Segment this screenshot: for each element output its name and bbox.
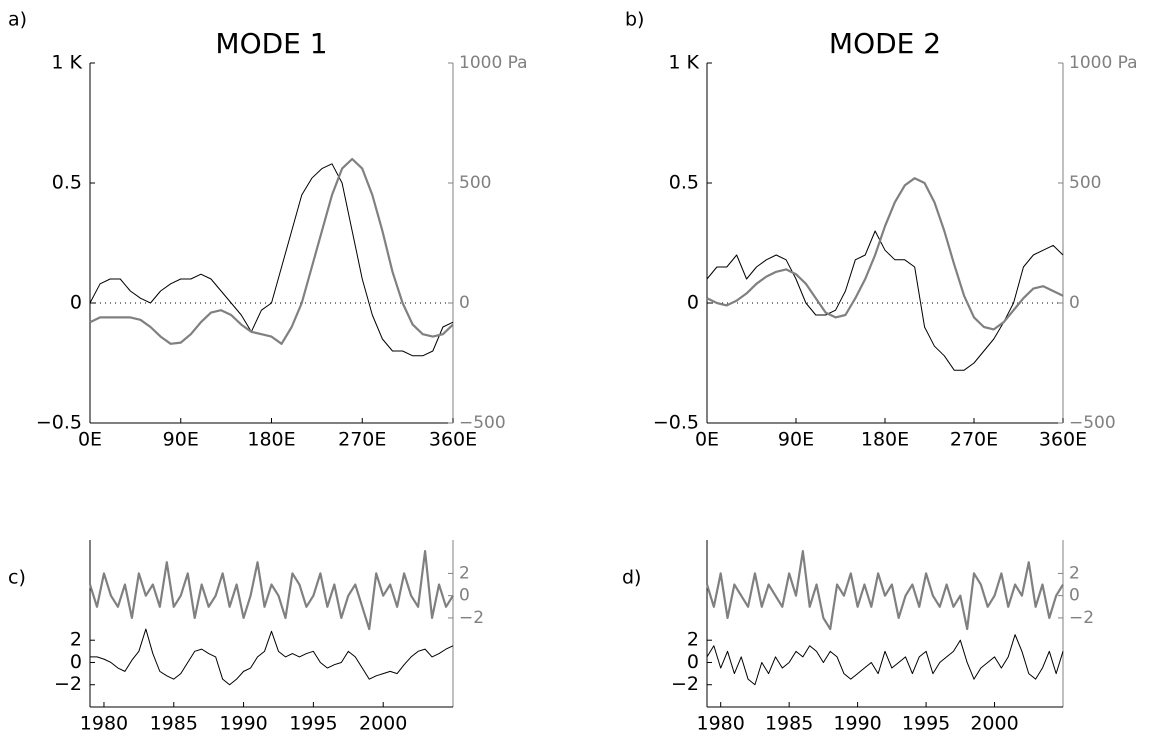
panel-label: c) [8,567,26,589]
series-line [88,550,454,631]
x-tick-label: 1990 [219,713,267,735]
y2-tick-label: 0 [1069,293,1080,313]
series-line [90,628,454,686]
y-tick-label: 0 [70,292,82,314]
y2-tick-label: 2 [459,563,470,583]
y2-tick-label: −500 [459,413,506,433]
y2-tick-label: 1000 Pa [459,53,528,73]
x-tick-label: 90E [778,429,814,451]
x-tick-label: 90E [163,429,199,451]
x-tick-label: 270E [950,429,998,451]
y2-tick-label: 500 [459,173,491,193]
chart-title: MODE 2 [829,27,941,60]
y-tick-label: 0 [687,292,699,314]
x-tick-label: 1985 [150,713,198,735]
y-tick-label: 0.5 [52,172,82,194]
y-tick-label: 1 K [668,52,699,74]
panel-label: d) [622,567,641,589]
x-tick-label: 1995 [902,713,950,735]
y-tick-label: 1 K [51,52,82,74]
x-tick-label: 1985 [765,713,813,735]
panel-label: b) [625,9,644,31]
y2-tick-label: 2 [1069,563,1080,583]
x-tick-label: 1980 [697,713,745,735]
chart-title: MODE 1 [215,27,327,60]
series-line [89,163,454,357]
x-tick-label: 2000 [970,713,1018,735]
x-tick-label: 2000 [359,713,407,735]
x-tick-label: 180E [247,429,295,451]
y2-tick-label: 0 [459,586,470,606]
series-line [706,634,1064,686]
x-tick-label: 360E [1039,429,1087,451]
x-tick-label: 360E [429,429,477,451]
y2-tick-label: 1000 Pa [1069,53,1138,73]
y2-tick-label: −2 [1069,608,1094,628]
y2-tick-label: −500 [1069,413,1116,433]
y-tick-label: −0.5 [36,412,82,434]
x-tick-label: 0E [695,429,719,451]
x-tick-label: 1995 [289,713,337,735]
y-tick-label: −2 [54,673,82,695]
y2-tick-label: 500 [1069,173,1101,193]
x-tick-label: 1990 [833,713,881,735]
y-tick-label: 0.5 [669,172,699,194]
y2-tick-label: 0 [459,293,470,313]
y-tick-label: 0 [70,651,82,673]
x-tick-label: 0E [78,429,102,451]
y-tick-label: 0 [687,651,699,673]
y-tick-label: −0.5 [653,412,699,434]
series-line [89,157,454,345]
y-tick-label: 2 [70,629,82,651]
x-tick-label: 1980 [80,713,128,735]
y2-tick-label: 0 [1069,586,1080,606]
y-tick-label: 2 [687,629,699,651]
y2-tick-label: −2 [459,608,484,628]
y-tick-label: −2 [671,673,699,695]
x-tick-label: 180E [861,429,909,451]
x-tick-label: 270E [338,429,386,451]
series-line [706,177,1064,331]
series-line [706,230,1064,371]
series-line [705,550,1064,631]
panel-label: a) [8,9,27,31]
